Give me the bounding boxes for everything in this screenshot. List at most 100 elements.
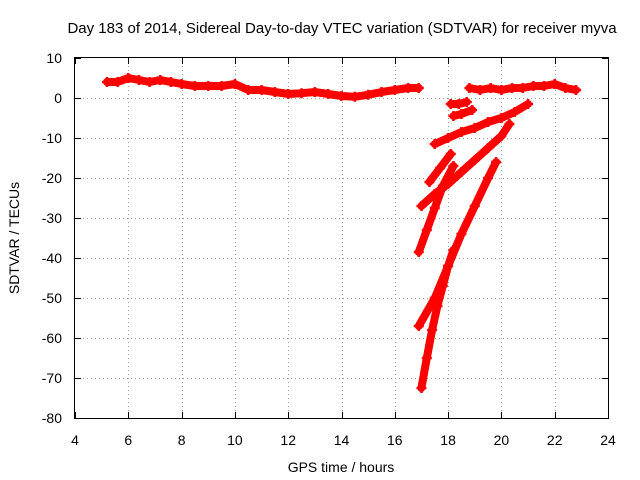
data-point xyxy=(453,99,464,109)
series-trace xyxy=(448,105,478,121)
data-point xyxy=(376,87,387,97)
data-point xyxy=(133,75,144,85)
y-tick-label: -80 xyxy=(42,410,62,426)
data-point xyxy=(435,163,446,173)
y-tick-label: -30 xyxy=(42,210,62,226)
data-point xyxy=(496,113,507,123)
x-tick-label: 20 xyxy=(494,432,510,448)
data-point xyxy=(448,111,459,121)
x-tick-label: 16 xyxy=(387,432,403,448)
data-point xyxy=(437,181,448,191)
y-tick-label: -60 xyxy=(42,330,62,346)
data-point xyxy=(189,81,200,91)
x-tick-label: 14 xyxy=(334,432,350,448)
y-tick-label: -70 xyxy=(42,370,62,386)
data-point xyxy=(461,97,472,107)
series-trace xyxy=(429,99,534,149)
x-tick-label: 4 xyxy=(71,432,79,448)
data-point xyxy=(429,139,440,149)
data-point xyxy=(349,91,360,102)
y-tick-label: -50 xyxy=(42,290,62,306)
data-point xyxy=(469,123,480,133)
data-point xyxy=(416,201,427,211)
data-point xyxy=(203,81,214,91)
data-point xyxy=(456,127,467,137)
data-point xyxy=(155,75,166,85)
data-point xyxy=(403,83,414,93)
data-point xyxy=(464,83,475,93)
data-point xyxy=(443,133,454,143)
data-point xyxy=(517,83,528,93)
data-point xyxy=(123,73,134,83)
data-point xyxy=(443,261,454,271)
x-tick-label: 8 xyxy=(178,432,186,448)
data-point xyxy=(101,77,112,87)
x-tick-label: 18 xyxy=(440,432,456,448)
data-point xyxy=(571,85,582,95)
data-point xyxy=(416,383,427,393)
data-point xyxy=(445,149,456,159)
y-tick-label: -10 xyxy=(42,130,62,146)
data-point xyxy=(448,245,459,255)
data-point xyxy=(421,353,432,363)
data-point xyxy=(456,229,467,239)
data-point xyxy=(413,247,424,257)
data-point xyxy=(112,77,123,87)
x-tick-label: 10 xyxy=(227,432,243,448)
data-point xyxy=(389,85,400,95)
data-point xyxy=(269,87,280,97)
data-point xyxy=(491,157,502,167)
data-point xyxy=(432,301,443,311)
data-point xyxy=(485,83,496,93)
data-point xyxy=(469,155,480,165)
grid xyxy=(75,58,608,418)
data-point xyxy=(467,105,478,115)
data-point xyxy=(323,89,334,99)
plot-frame xyxy=(74,57,609,419)
data-point xyxy=(363,89,374,100)
series-trace xyxy=(464,79,582,95)
series-trace xyxy=(424,149,456,187)
series-trace xyxy=(416,245,459,393)
data-point xyxy=(437,281,448,291)
x-tick-label: 24 xyxy=(600,432,616,448)
y-axis-label: SDTVAR / TECUs xyxy=(6,182,22,294)
data-point xyxy=(448,161,459,171)
data-point xyxy=(413,83,424,93)
data-point xyxy=(413,321,424,331)
ticks: 4 6 8 10 12 14 16 18 20 22 24 -80 -70 -60 -50 -40 -30 -20… xyxy=(42,50,616,448)
data-point xyxy=(507,83,518,93)
data-point xyxy=(456,167,467,177)
data-point xyxy=(483,143,494,153)
data-point xyxy=(475,85,486,95)
data-point xyxy=(469,201,480,211)
data-point xyxy=(429,203,440,213)
data-point xyxy=(539,81,550,91)
data-point xyxy=(421,225,432,235)
data-point xyxy=(483,173,494,183)
data-series xyxy=(101,73,582,393)
data-point xyxy=(483,117,494,127)
data-point xyxy=(549,79,560,89)
series-trace xyxy=(445,97,472,109)
data-point xyxy=(256,85,267,95)
data-point xyxy=(165,77,176,87)
data-point xyxy=(456,109,467,119)
x-tick-label: 22 xyxy=(547,432,563,448)
series-trace xyxy=(101,73,424,102)
data-point xyxy=(309,87,320,97)
data-point xyxy=(176,79,187,89)
data-point xyxy=(509,107,520,117)
y-tick-label: -40 xyxy=(42,250,62,266)
y-tick-label: 10 xyxy=(46,50,62,66)
data-point xyxy=(427,325,438,335)
data-point xyxy=(560,83,571,93)
data-point xyxy=(243,85,254,95)
data-point xyxy=(216,81,227,91)
chart-title: Day 183 of 2014, Sidereal Day-to-day VTE… xyxy=(67,20,617,37)
data-point xyxy=(496,85,507,95)
data-point xyxy=(296,88,307,99)
x-tick-label: 6 xyxy=(124,432,132,448)
